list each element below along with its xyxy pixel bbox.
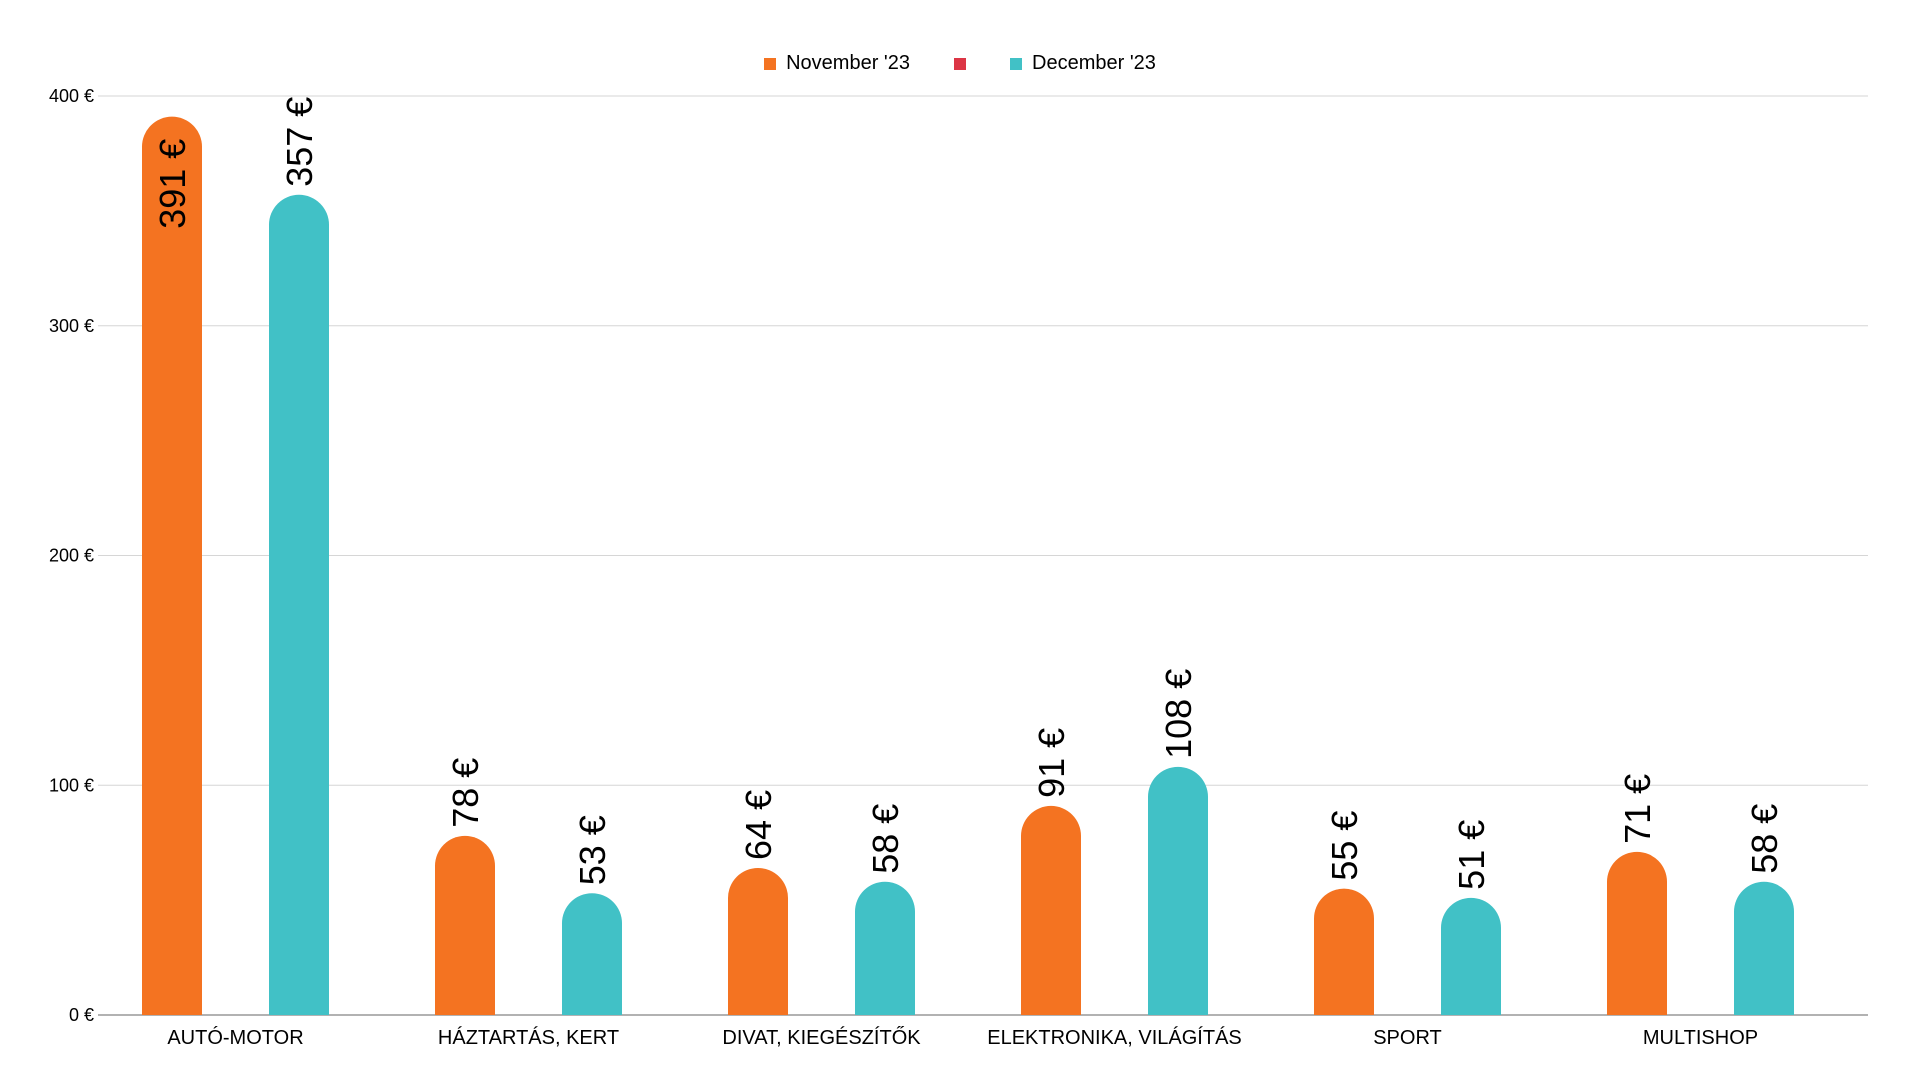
x-tick-label: DIVAT, KIEGÉSZÍTŐK: [722, 1026, 921, 1049]
data-label: 108 €: [1158, 669, 1199, 759]
data-label: 64 €: [738, 790, 779, 860]
data-label: 55 €: [1324, 811, 1365, 881]
x-tick-label: AUTÓ-MOTOR: [167, 1026, 303, 1049]
bar-december: [1148, 766, 1208, 1015]
x-tick-label: HÁZTARTÁS, KERT: [438, 1026, 619, 1049]
bar-december: [1441, 897, 1501, 1015]
data-label: 51 €: [1451, 820, 1492, 890]
data-label: 71 €: [1617, 774, 1658, 844]
legend-swatch: [1010, 57, 1022, 70]
legend-item: November '23: [764, 52, 910, 75]
y-tick-label: 100 €: [49, 775, 94, 795]
data-label: 53 €: [572, 815, 613, 885]
data-label: 58 €: [865, 804, 906, 874]
y-tick-label: 0 €: [69, 1005, 94, 1025]
bar-november: [435, 835, 495, 1015]
bar-november: [728, 867, 788, 1015]
x-tick-label: SPORT: [1373, 1027, 1442, 1049]
bar-december: [1734, 881, 1794, 1015]
legend-label: November '23: [786, 52, 910, 74]
legend: November '23 December '23: [0, 52, 1920, 75]
y-tick-label: 200 €: [49, 546, 94, 566]
legend-swatch: [954, 57, 966, 70]
bar-november: [1021, 805, 1081, 1015]
data-label: 78 €: [445, 758, 486, 828]
y-tick-label: 400 €: [49, 86, 94, 106]
data-label: 91 €: [1031, 728, 1072, 798]
legend-item: [954, 57, 966, 70]
data-label: 391 €: [152, 139, 193, 229]
bar-november: [1314, 888, 1374, 1015]
bar-november: [1607, 851, 1667, 1015]
bar-december: [562, 893, 622, 1015]
data-label: 357 €: [279, 97, 320, 187]
x-tick-label: ELEKTRONIKA, VILÁGÍTÁS: [987, 1026, 1242, 1049]
legend-swatch: [764, 57, 777, 70]
legend-label: December '23: [1032, 52, 1156, 74]
bar-december: [269, 194, 329, 1016]
legend-item: December '23: [1010, 52, 1156, 75]
x-tick-label: MULTISHOP: [1643, 1027, 1758, 1049]
y-tick-label: 300 €: [49, 316, 94, 336]
bar-december: [855, 881, 915, 1015]
bar-november: [142, 116, 202, 1016]
data-label: 58 €: [1744, 804, 1785, 874]
